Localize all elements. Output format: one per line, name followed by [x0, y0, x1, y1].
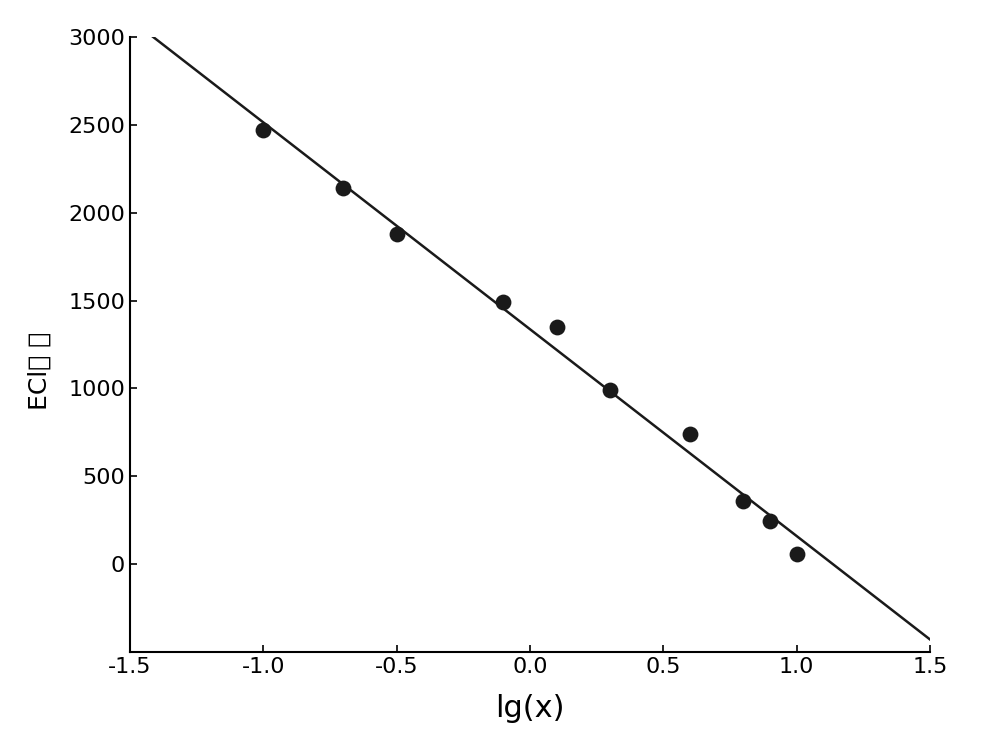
Point	[602, 385, 618, 396]
X-axis label: lg(x): lg(x)	[495, 694, 565, 722]
Point	[549, 321, 565, 333]
Point	[255, 124, 271, 136]
Point	[335, 182, 351, 194]
Point	[762, 515, 778, 527]
Point	[389, 228, 405, 240]
Point	[789, 548, 805, 559]
Point	[735, 495, 751, 507]
Point	[682, 428, 698, 440]
Text: ECl强 度: ECl强 度	[28, 331, 52, 410]
Point	[495, 296, 511, 308]
